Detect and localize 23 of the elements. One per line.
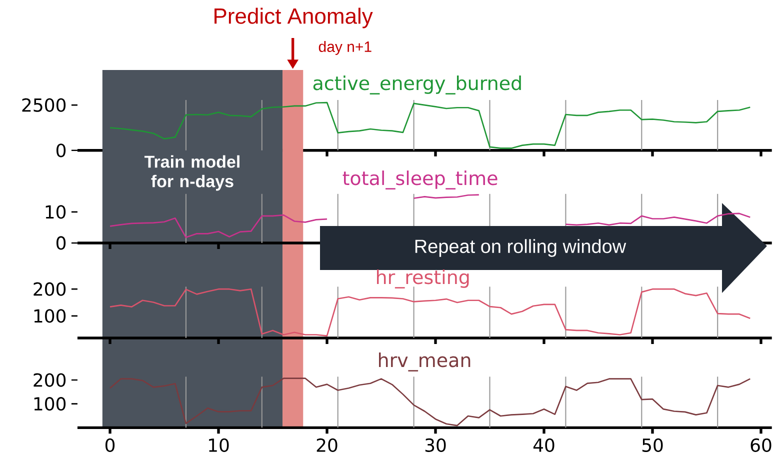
x-tick-label: 50 xyxy=(642,438,663,452)
x-tick-label: 40 xyxy=(533,438,554,452)
series-label: active_energy_burned xyxy=(313,76,521,94)
x-tick-label: 0 xyxy=(105,438,115,452)
y-tick-label: 0 xyxy=(56,144,66,158)
y-tick-label: 0 xyxy=(56,236,66,250)
band-label: Train model for n-days xyxy=(144,155,240,191)
y-tick-label: 200 xyxy=(34,373,66,387)
series-label: hr_resting xyxy=(377,270,469,288)
series-label: total_sleep_time xyxy=(342,170,498,190)
y-tick-label: 10 xyxy=(46,205,66,219)
y-tick-label: 100 xyxy=(34,309,66,323)
x-tick-label: 30 xyxy=(425,438,446,452)
y-tick-label: 100 xyxy=(34,397,66,411)
band-label: day n+1 xyxy=(318,40,372,55)
y-tick-label: 2500 xyxy=(22,98,66,112)
series-label: hrv_mean xyxy=(379,352,470,372)
x-tick-label: 60 xyxy=(750,438,772,452)
x-tick-label: 20 xyxy=(316,438,338,452)
annotation: Repeat on rolling window xyxy=(415,239,626,257)
text: Predict Anomaly xyxy=(214,8,373,28)
y-tick-label: 200 xyxy=(34,282,66,296)
x-tick-label: 10 xyxy=(209,438,229,452)
